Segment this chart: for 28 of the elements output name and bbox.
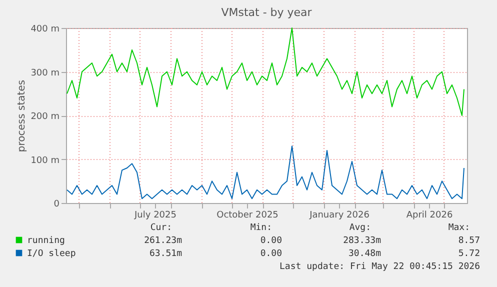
text: Max: <box>448 223 470 233</box>
text: 8.57 <box>458 236 480 246</box>
text: Min: <box>250 223 272 233</box>
legend-label: running <box>27 236 65 246</box>
text: 63.51m <box>149 249 182 259</box>
text: 283.33m <box>343 236 381 246</box>
text: 0.00 <box>260 236 282 246</box>
chart-title: VMstat - by year <box>221 6 312 19</box>
text: 0.00 <box>260 249 282 259</box>
y-tick-label: 400 m <box>30 24 60 34</box>
x-tick-label: October 2025 <box>216 210 278 220</box>
x-tick-label: July 2025 <box>134 210 176 220</box>
text: Avg: <box>349 223 371 233</box>
y-tick-label: 0 <box>54 200 60 210</box>
y-tick-label: 200 m <box>30 112 60 122</box>
y-axis-title: process states <box>16 80 28 152</box>
text: 5.72 <box>458 249 480 259</box>
x-tick-label: April 2026 <box>406 210 453 220</box>
line-series <box>66 146 464 200</box>
legend-label: I/O sleep <box>27 249 76 259</box>
y-tick-label: 300 m <box>30 68 60 78</box>
text: Last update: Fri May 22 00:45:15 2026 <box>280 262 480 272</box>
text: 30.48m <box>348 249 381 259</box>
text: Cur: <box>150 223 172 233</box>
y-tick-label: 100 m <box>30 156 60 166</box>
line-series <box>66 28 464 116</box>
x-tick-label: January 2026 <box>308 210 370 220</box>
text: 261.23m <box>144 236 182 246</box>
